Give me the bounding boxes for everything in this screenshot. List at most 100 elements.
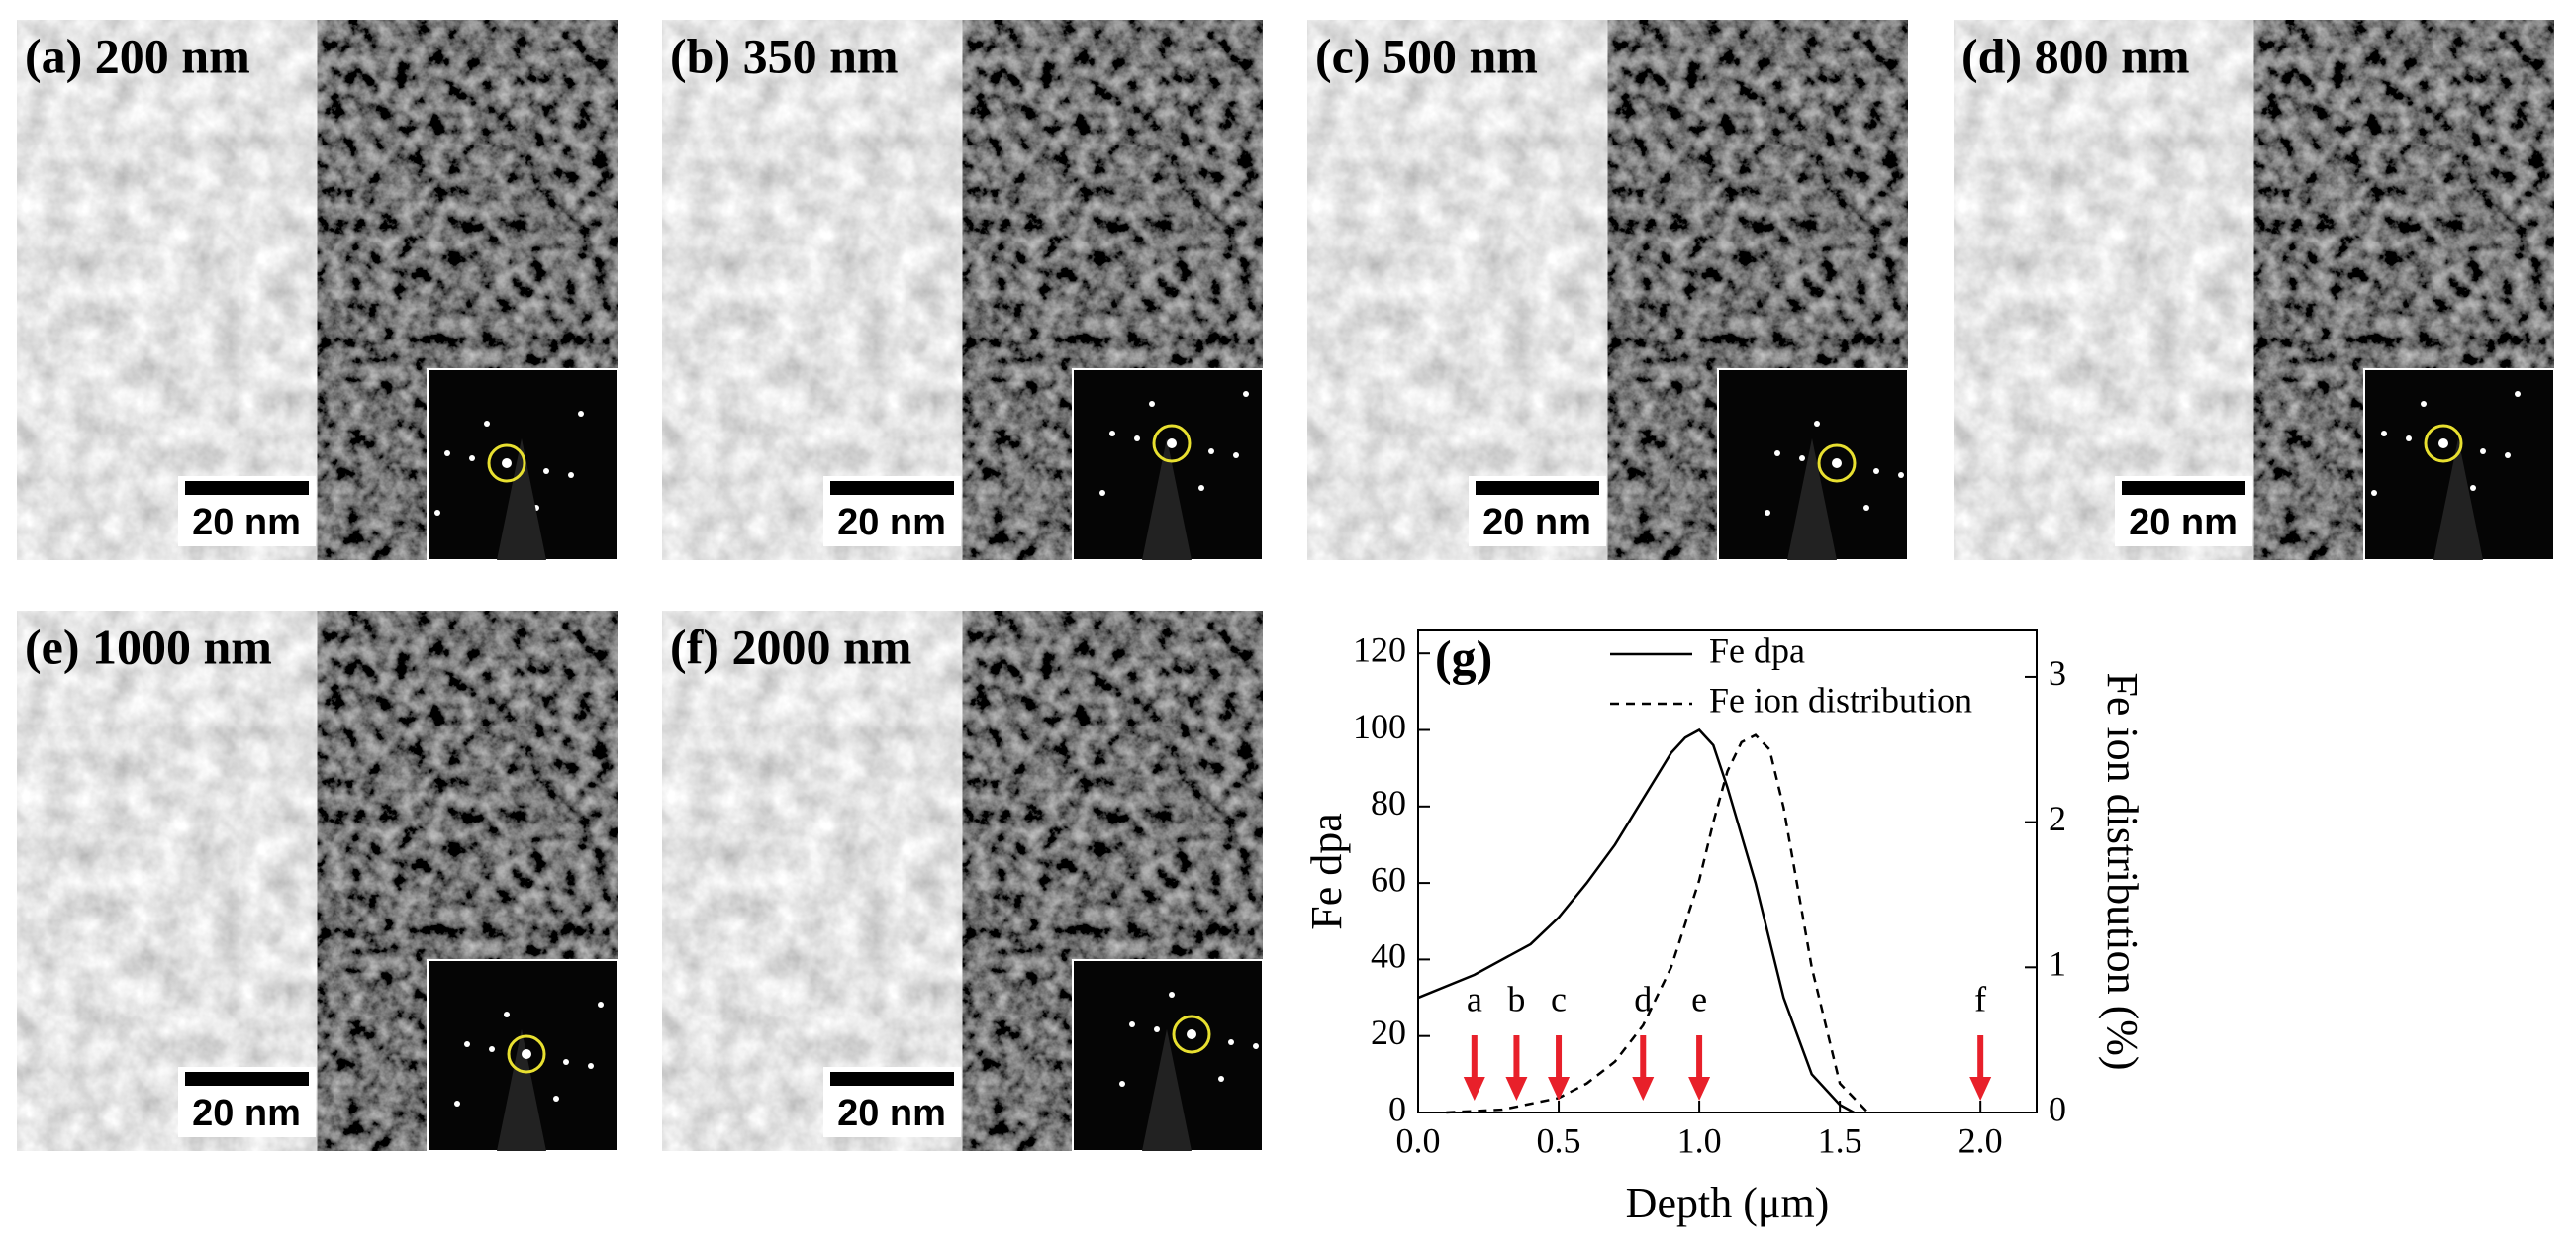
depth-arrow — [1463, 1035, 1485, 1101]
diffraction-spot — [1774, 450, 1780, 456]
tem-panel: 20 nm (a) 200 nm — [17, 20, 619, 561]
panel-label: (d) 800 nm — [1961, 28, 2190, 83]
y-tick-label: 20 — [1371, 1013, 1406, 1052]
diffraction-spot — [2381, 431, 2387, 436]
panel-label: (a) 200 nm — [25, 28, 250, 83]
panel-label: (f) 2000 nm — [670, 619, 911, 674]
selected-spot — [1167, 438, 1177, 448]
diffraction-spot — [484, 421, 490, 427]
depth-arrow — [1688, 1035, 1711, 1101]
depth-arrow — [1969, 1035, 1992, 1101]
diffraction-spot — [1119, 1081, 1125, 1087]
panel-label: (g) — [1435, 629, 1492, 685]
diffraction-spot — [598, 1002, 604, 1008]
tem-panel: 20 nm (b) 350 nm — [662, 20, 1264, 561]
arrow-head — [1505, 1077, 1528, 1101]
depth-arrow — [1505, 1035, 1528, 1101]
y-axis-label: Fe dpa — [1302, 813, 1351, 930]
diffraction-spot — [588, 1063, 594, 1069]
tem-panel: 20 nm (e) 1000 nm — [17, 611, 619, 1152]
depth-arrow — [1548, 1035, 1571, 1101]
x-tick-label: 0.0 — [1396, 1120, 1441, 1160]
diffraction-spot — [434, 510, 440, 516]
diffraction-spot — [1154, 1026, 1160, 1032]
diffraction-spot — [469, 455, 475, 461]
diffraction-spot — [563, 1059, 569, 1065]
diffraction-spot — [1208, 448, 1214, 454]
series-line — [1417, 727, 1855, 1114]
arrow-head — [1548, 1077, 1571, 1101]
bright-field-image — [662, 20, 963, 560]
selected-spot — [522, 1049, 531, 1059]
aperture-circle — [487, 443, 526, 483]
diffraction-spot — [454, 1101, 460, 1107]
y-tick-label: 40 — [1371, 936, 1406, 976]
y-tick-label: 100 — [1353, 707, 1406, 746]
beam-stopper — [497, 1029, 546, 1151]
aperture-circle — [1172, 1015, 1211, 1054]
panel-label: (c) 500 nm — [1315, 28, 1538, 83]
marker-label: d — [1634, 979, 1652, 1018]
aperture-circle — [1817, 443, 1857, 483]
marker-label: e — [1691, 979, 1707, 1018]
diffraction-spot — [1233, 452, 1239, 458]
y2-tick-label: 2 — [2049, 799, 2066, 838]
diffraction-spot — [1228, 1039, 1234, 1045]
aperture-circle — [1152, 424, 1192, 463]
y2-tick-label: 0 — [2049, 1089, 2066, 1128]
diffraction-spot — [1863, 505, 1869, 511]
diffraction-spot — [1765, 510, 1770, 516]
diffraction-spot — [2371, 490, 2377, 496]
diffraction-spot — [1873, 468, 1879, 474]
y-tick-label: 80 — [1371, 783, 1406, 823]
scale-bar — [2122, 481, 2245, 495]
scale-bar — [185, 1072, 309, 1086]
diffraction-spot — [568, 472, 574, 478]
diffraction-spot — [2480, 448, 2486, 454]
beam-stopper — [1787, 438, 1837, 560]
panel-label: (b) 350 nm — [670, 28, 899, 83]
diffraction-spot — [464, 1041, 470, 1047]
bright-field-image — [17, 20, 318, 560]
diffraction-spot — [489, 1046, 495, 1052]
arrow-head — [1688, 1077, 1711, 1101]
diffraction-spot — [2505, 452, 2511, 458]
scale-label: 20 nm — [837, 502, 946, 543]
diffraction-spot — [444, 450, 450, 456]
y2-tick-label: 3 — [2049, 653, 2066, 693]
bright-field-image — [662, 611, 963, 1151]
diffraction-spot — [2515, 391, 2521, 397]
diffraction-spot — [1169, 992, 1175, 998]
selected-spot — [1187, 1029, 1196, 1039]
series-line — [1446, 733, 1869, 1114]
diffraction-spot — [2406, 435, 2412, 441]
bright-field-image — [1307, 20, 1608, 560]
x-tick-label: 1.5 — [1818, 1120, 1862, 1160]
scale-label: 20 nm — [837, 1093, 946, 1134]
tem-panel: 20 nm (c) 500 nm — [1307, 20, 1914, 561]
marker-label: b — [1507, 979, 1525, 1018]
y-tick-label: 60 — [1371, 859, 1406, 899]
panel-label: (e) 1000 nm — [25, 619, 272, 674]
tem-panel: 20 nm (d) 800 nm — [1954, 20, 2555, 561]
diffraction-spot — [1243, 391, 1249, 397]
selected-spot — [1832, 458, 1842, 468]
bright-field-image — [17, 611, 318, 1151]
diffraction-spot — [1908, 411, 1914, 417]
scale-bar — [830, 481, 954, 495]
arrow-head — [1463, 1077, 1485, 1101]
diffraction-spot — [1814, 421, 1820, 427]
diffraction-spot — [1129, 1021, 1135, 1027]
diffraction-spot — [504, 1012, 510, 1017]
selected-spot — [502, 458, 512, 468]
diffraction-spot — [1799, 455, 1805, 461]
diffraction-spot — [2470, 485, 2476, 491]
diffraction-spot — [543, 468, 549, 474]
scale-label: 20 nm — [192, 502, 301, 543]
beam-stopper — [1142, 438, 1192, 560]
diffraction-spot — [553, 1096, 559, 1102]
aperture-circle — [507, 1034, 546, 1074]
scale-bar — [1476, 481, 1599, 495]
